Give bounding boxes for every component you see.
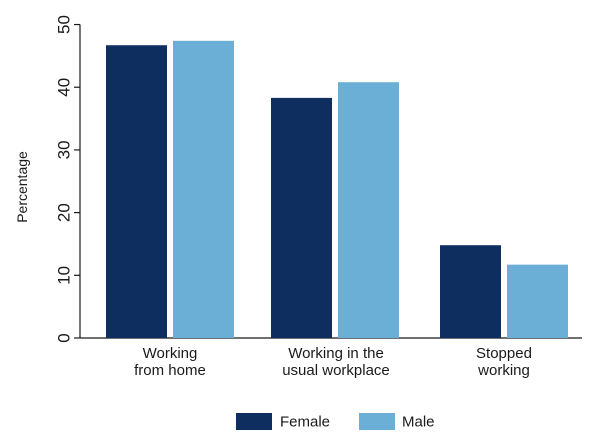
y-tick-label: 10 [55, 266, 74, 285]
y-tick-label: 30 [55, 140, 74, 159]
y-tick-label: 20 [55, 203, 74, 222]
x-category-label: Working in the [288, 345, 384, 362]
y-tick-label: 0 [55, 333, 74, 342]
bar-male [338, 82, 399, 338]
y-tick-label: 40 [55, 78, 74, 97]
legend-label-female: Female [280, 414, 330, 431]
x-category-label: from home [134, 362, 206, 379]
x-category-label: Stopped [476, 345, 532, 362]
y-tick-label: 50 [55, 15, 74, 34]
x-category-label: working [477, 362, 530, 379]
bar-female [271, 97, 332, 338]
bar-male [507, 264, 568, 338]
bar-female [440, 245, 501, 338]
y-axis-title: Percentage [14, 151, 30, 223]
x-category-label: Working [143, 345, 198, 362]
legend: Female Male [236, 413, 435, 431]
legend-label-male: Male [402, 414, 435, 431]
legend-swatch-female [236, 413, 272, 430]
bars [106, 40, 568, 338]
legend-swatch-male [359, 413, 395, 430]
x-category-label: usual workplace [282, 362, 390, 379]
bar-female [106, 45, 167, 338]
bar-male [173, 40, 234, 338]
